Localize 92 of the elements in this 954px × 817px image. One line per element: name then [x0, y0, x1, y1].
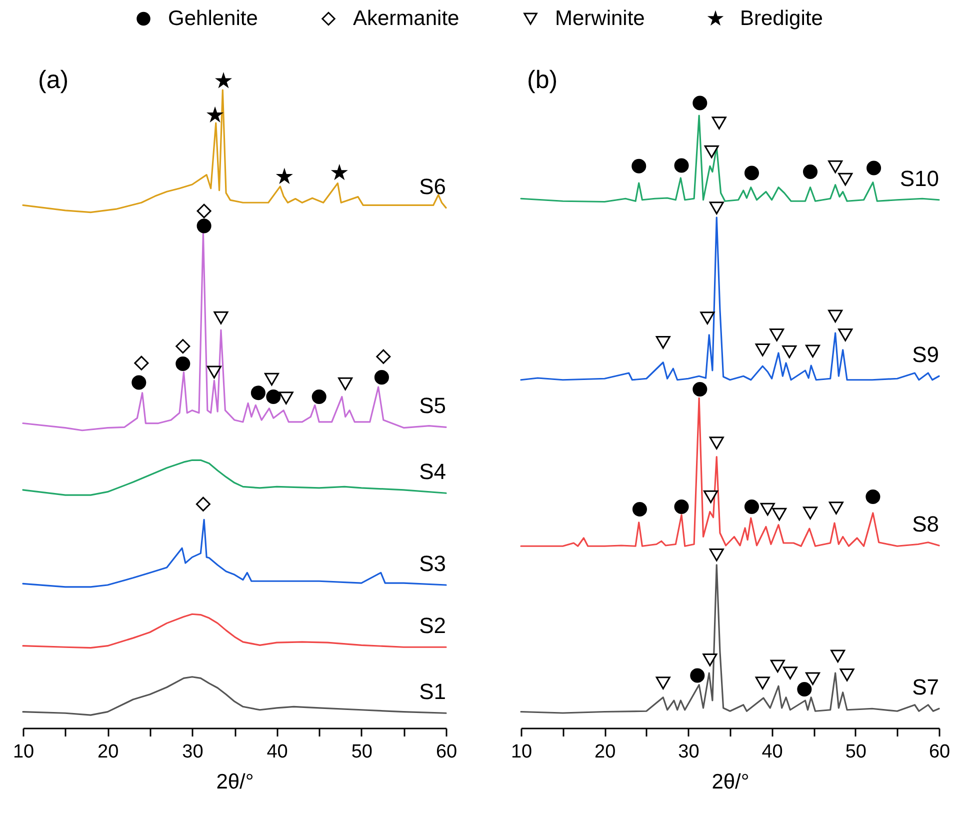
point [802, 506, 818, 520]
x-tick-label: 40 [266, 742, 288, 762]
point [828, 160, 843, 174]
point [176, 356, 190, 371]
legend-label: Gehlenite [168, 6, 258, 30]
point [840, 668, 854, 682]
point [312, 389, 326, 404]
series-label: S8 [912, 512, 939, 536]
point [277, 169, 292, 183]
point [772, 508, 787, 521]
legend-label: Akermanite [353, 6, 460, 30]
point [802, 164, 818, 180]
x-axis-title: 2θ/° [216, 770, 254, 794]
point [632, 158, 646, 174]
x-tick-label: 10 [510, 742, 532, 762]
x-axis-title: 2θ/° [712, 770, 750, 794]
point [674, 158, 689, 173]
point [828, 502, 844, 514]
point [709, 548, 724, 562]
point [712, 116, 726, 130]
point [656, 336, 670, 349]
point [134, 356, 149, 370]
point [702, 653, 718, 666]
point [838, 328, 853, 342]
point [805, 672, 820, 686]
point [632, 502, 647, 517]
point [770, 328, 784, 342]
x-tick-label: 30 [182, 742, 204, 762]
chart-title: (b) [527, 66, 558, 94]
series-label: S7 [912, 674, 939, 700]
series-label: S10 [900, 166, 939, 191]
point [266, 389, 281, 404]
point [278, 392, 294, 404]
point [760, 502, 775, 516]
x-tick-label: 20 [98, 742, 119, 762]
point [700, 312, 715, 324]
series-label: S1 [419, 679, 446, 704]
chart-title: (a) [38, 66, 69, 94]
x-tick-label: 50 [845, 742, 866, 762]
point [214, 311, 228, 324]
point [866, 489, 880, 504]
point [132, 375, 146, 390]
point [838, 172, 853, 186]
point [828, 310, 843, 323]
point [376, 349, 391, 364]
x-tick-label: 60 [928, 742, 950, 762]
point [338, 377, 353, 390]
point [744, 166, 760, 180]
point [770, 660, 785, 673]
point [176, 339, 190, 354]
point [206, 366, 222, 379]
point [704, 490, 718, 504]
point [264, 372, 279, 386]
point [830, 650, 846, 663]
point [250, 386, 266, 400]
point [196, 496, 210, 512]
x-tick-label: 50 [351, 742, 372, 762]
point [797, 682, 812, 697]
point [805, 344, 820, 358]
point [744, 499, 760, 514]
point [704, 145, 719, 158]
point [866, 160, 882, 176]
point [782, 345, 797, 358]
point [208, 108, 222, 122]
point [709, 202, 724, 214]
x-tick-label: 20 [594, 742, 616, 762]
point [196, 218, 212, 234]
x-tick-label: 10 [12, 742, 34, 762]
point [755, 676, 770, 690]
legend-label: Merwinite [555, 6, 645, 30]
point [692, 382, 708, 397]
point [692, 96, 708, 110]
point [709, 436, 724, 450]
x-tick-label: 60 [436, 742, 458, 762]
series-label: S3 [419, 551, 446, 576]
series-label: S4 [419, 459, 446, 484]
x-tick-label: 40 [762, 742, 783, 762]
point [216, 74, 230, 88]
point [782, 666, 798, 680]
point [690, 668, 705, 683]
point [674, 499, 689, 514]
point [332, 166, 346, 179]
point [755, 343, 770, 356]
point [374, 370, 389, 385]
point [196, 204, 212, 218]
series-label: S6 [419, 174, 446, 199]
series-label: S9 [912, 342, 939, 368]
x-tick-label: 30 [678, 742, 700, 762]
legend-label: Bredigite [740, 6, 823, 30]
series-label: S2 [419, 613, 446, 638]
series-label: S5 [419, 393, 446, 418]
point [656, 676, 670, 690]
